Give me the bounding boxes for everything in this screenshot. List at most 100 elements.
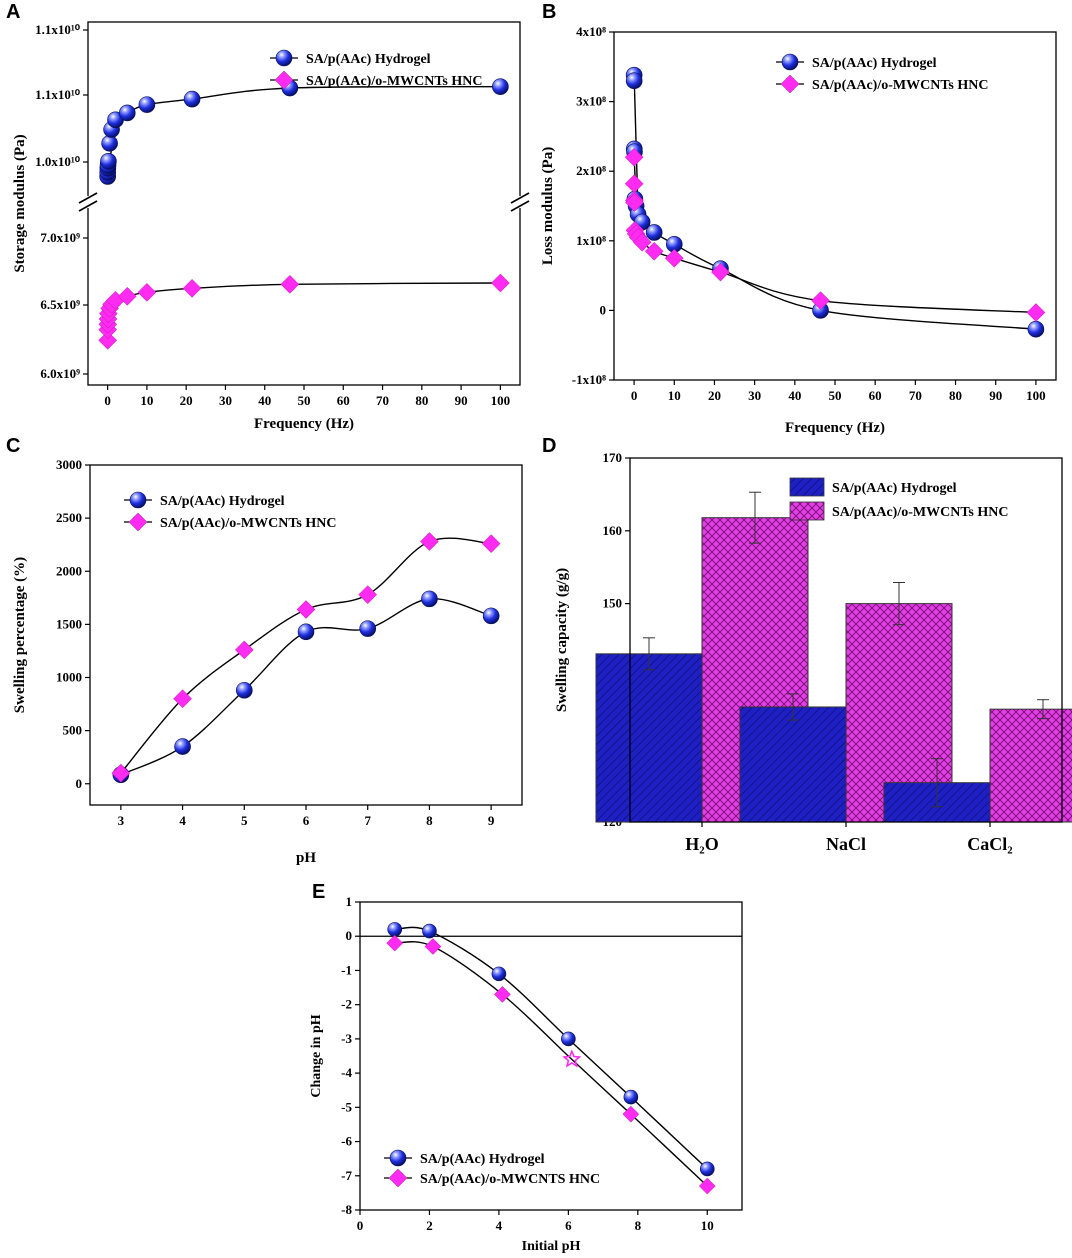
panel-letter: B	[542, 1, 556, 23]
data-point-hydrogel	[482, 607, 500, 625]
y-axis-tick-label: -6	[341, 1134, 352, 1149]
y-axis-tick-label: 160	[603, 523, 623, 538]
y-axis-tick-label: -1	[341, 962, 352, 977]
x-axis-tick-label: 4	[496, 1218, 503, 1233]
y-axis-title: Storage modulus (Pa)	[12, 134, 28, 272]
panel-letter: E	[312, 881, 325, 903]
legend-label: SA/p(AAc)/o-MWCNTs HNC	[160, 516, 336, 531]
data-point-hydrogel	[359, 620, 377, 637]
y-axis-tick-label: 2x10⁸	[576, 163, 606, 178]
legend-label: SA/p(AAc) Hydrogel	[160, 494, 285, 509]
data-point-hnc	[481, 534, 501, 553]
bar-hnc	[989, 708, 1072, 823]
x-axis-tick-label: 100	[491, 393, 511, 408]
data-point-hydrogel	[561, 1031, 576, 1047]
x-axis-tick-label: 6	[565, 1218, 572, 1233]
x-axis-tick-label: 60	[337, 393, 350, 408]
data-point-hnc	[624, 174, 644, 194]
data-point-hydrogel	[174, 738, 191, 755]
data-point-hnc	[625, 193, 644, 212]
plot-frame	[359, 901, 743, 1211]
x-axis-tick-label: 8	[635, 1218, 642, 1233]
legend-label: SA/p(AAc) Hydrogel	[832, 481, 957, 496]
y-axis-tick-label: 1500	[56, 616, 82, 631]
data-point-hydrogel	[492, 78, 509, 95]
panel-a: A 0 10 20 30 40 50 60 70 80 90 100 1.1x10¹⁰ 1.1x10¹⁰ 1…	[6, 1, 530, 432]
legend-label: SA/p(AAc)/o-MWCNTS HNC	[420, 1172, 600, 1187]
series-line-hnc	[120, 537, 492, 774]
data-point-hydrogel	[118, 104, 136, 122]
data-point-hnc	[698, 1177, 716, 1195]
data-point-hnc	[117, 286, 137, 306]
plot-frame	[629, 457, 1063, 823]
x-axis-tick-label: 10	[140, 393, 153, 408]
data-point-hnc	[386, 934, 404, 952]
y-axis-tick-label: 0	[76, 776, 83, 791]
y-axis-tick-label: 6.5x10⁹	[40, 297, 80, 312]
axis-break-mark	[510, 200, 530, 212]
y-axis-title: Swelling capacity (g/g)	[554, 568, 570, 712]
data-point-hydrogel	[699, 1161, 715, 1177]
y-axis-tick-label: 150	[603, 596, 623, 611]
y-axis-tick-label: 3x10⁸	[576, 94, 606, 109]
data-point-hnc	[811, 291, 830, 311]
legend-label: SA/p(AAc)/o-MWCNTs HNC	[812, 78, 988, 93]
x-axis-tick-label: 40	[788, 388, 801, 403]
x-axis-title: Initial pH	[522, 1239, 581, 1254]
data-point-hnc	[173, 689, 192, 709]
x-axis-tick-label: H₂O	[685, 834, 718, 854]
axis-break-gap	[80, 196, 96, 208]
x-axis-tick-label: 70	[376, 393, 389, 408]
x-axis-tick-label: 2	[426, 1218, 433, 1233]
data-point-hydrogel	[297, 623, 315, 641]
series-line-hnc	[633, 157, 1036, 314]
y-axis-tick-label: 1x10⁸	[576, 233, 606, 248]
x-axis-tick-label: 6	[303, 813, 310, 828]
x-axis-tick-label: 30	[748, 388, 761, 403]
panel-letter: A	[6, 1, 20, 23]
data-point-hnc	[632, 232, 652, 252]
y-axis-tick-label: -5	[341, 1099, 352, 1114]
legend-marker-diamond	[274, 70, 294, 90]
legend-label: SA/p(AAc) Hydrogel	[306, 52, 431, 67]
x-axis-tick-label: 20	[708, 388, 721, 403]
panel-d: D170160150140130120Swelling capacity (g/…	[542, 435, 1072, 854]
data-point-hydrogel	[645, 224, 663, 241]
data-point-hnc	[711, 262, 730, 282]
y-axis-tick-label: -3	[341, 1031, 352, 1046]
data-point-hydrogel	[100, 152, 117, 170]
data-point-hnc	[644, 241, 664, 261]
x-axis-tick-label: 3	[118, 813, 125, 828]
data-point-hnc-star	[562, 1049, 582, 1068]
legend-swatch-hydrogel	[789, 477, 825, 497]
y-axis-tick-label: 4x10⁸	[576, 24, 606, 39]
data-point-hnc	[622, 1105, 640, 1123]
y-axis-tick-label: -4	[341, 1065, 352, 1080]
data-point-hydrogel	[491, 966, 507, 982]
axis-break-mark	[78, 200, 98, 212]
y-axis-tick-label: -2	[341, 997, 352, 1012]
panel-letter: D	[542, 435, 556, 457]
bar-hydrogel	[739, 706, 847, 823]
axis-break-mark	[510, 192, 530, 204]
y-axis-title: Swelling percentage (%)	[12, 557, 28, 713]
legend-marker-sphere	[129, 491, 147, 509]
x-axis-tick-label: 60	[869, 388, 882, 403]
data-point-hydrogel	[1027, 320, 1045, 338]
data-point-hnc	[234, 640, 254, 660]
y-axis-title: Change in pH	[309, 1014, 324, 1097]
x-axis-tick-label: 0	[104, 393, 111, 408]
x-axis-title: Frequency (Hz)	[785, 420, 885, 436]
y-axis-tick-label: 1	[346, 894, 353, 909]
data-point-hnc	[491, 273, 510, 293]
x-axis-tick-label: 9	[488, 813, 495, 828]
panel-c: C 3 4 5 6 7 8 9 3000 2500 2000 1500 1000 500 0 pH Swelli…	[6, 435, 523, 866]
data-point-hnc	[137, 282, 157, 302]
y-axis-tick-label: 2000	[56, 563, 82, 578]
x-axis-tick-label: 7	[364, 813, 371, 828]
y-axis-tick-label: 6.0x10⁹	[40, 366, 80, 381]
legend-marker-sphere	[781, 53, 799, 71]
x-axis-title: pH	[296, 850, 316, 866]
